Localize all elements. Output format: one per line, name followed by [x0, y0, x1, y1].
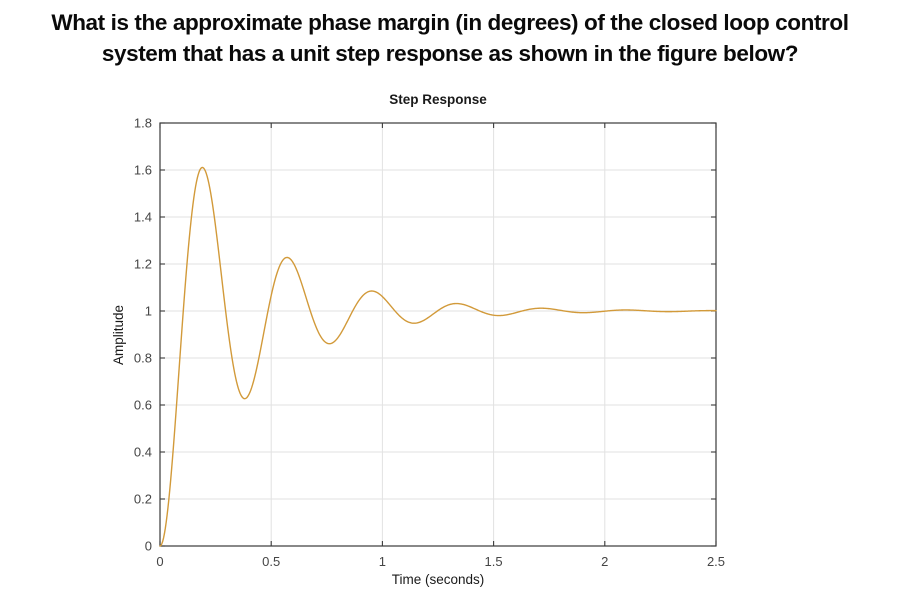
- response-curve: [159, 166, 717, 547]
- question-line-1: What is the approximate phase margin (in…: [51, 10, 849, 35]
- tick-label-layer: 0 0.5 1 1.5 2 2.5 0 0.2 0.4 0.6 0.8 1 1.2 1.4 1.6 1.8: [134, 116, 725, 570]
- y-tick-label: 0: [145, 539, 152, 554]
- y-tick-label: 0.6: [134, 398, 152, 413]
- axes-layer: [159, 122, 717, 547]
- y-tick-label: 1.8: [134, 116, 152, 131]
- y-tick-label: 1.6: [134, 163, 152, 178]
- x-tick-label: 2: [601, 554, 608, 569]
- question-line-2: system that has a unit step response as …: [101, 41, 799, 66]
- plot-border: [159, 122, 717, 547]
- x-tick-label: 0.5: [262, 554, 280, 569]
- y-tick-label: 1: [145, 304, 152, 319]
- x-axis-label: Time (seconds): [392, 572, 485, 587]
- y-tick-label: 0.4: [134, 445, 152, 460]
- curve-layer: [159, 166, 717, 547]
- y-axis-label: Amplitude: [111, 305, 126, 365]
- question-heading: What is the approximate phase margin (in…: [0, 7, 900, 69]
- y-tick-label: 1.4: [134, 210, 152, 225]
- plot-title: Step Response: [389, 92, 487, 107]
- y-tick-label: 0.2: [134, 492, 152, 507]
- x-tick-label: 1: [379, 554, 386, 569]
- x-tick-label: 0: [156, 554, 163, 569]
- y-tick-label: 1.2: [134, 257, 152, 272]
- x-tick-label: 2.5: [707, 554, 725, 569]
- x-tick-label: 1.5: [485, 554, 503, 569]
- grid-layer: [160, 123, 716, 546]
- y-tick-label: 0.8: [134, 351, 152, 366]
